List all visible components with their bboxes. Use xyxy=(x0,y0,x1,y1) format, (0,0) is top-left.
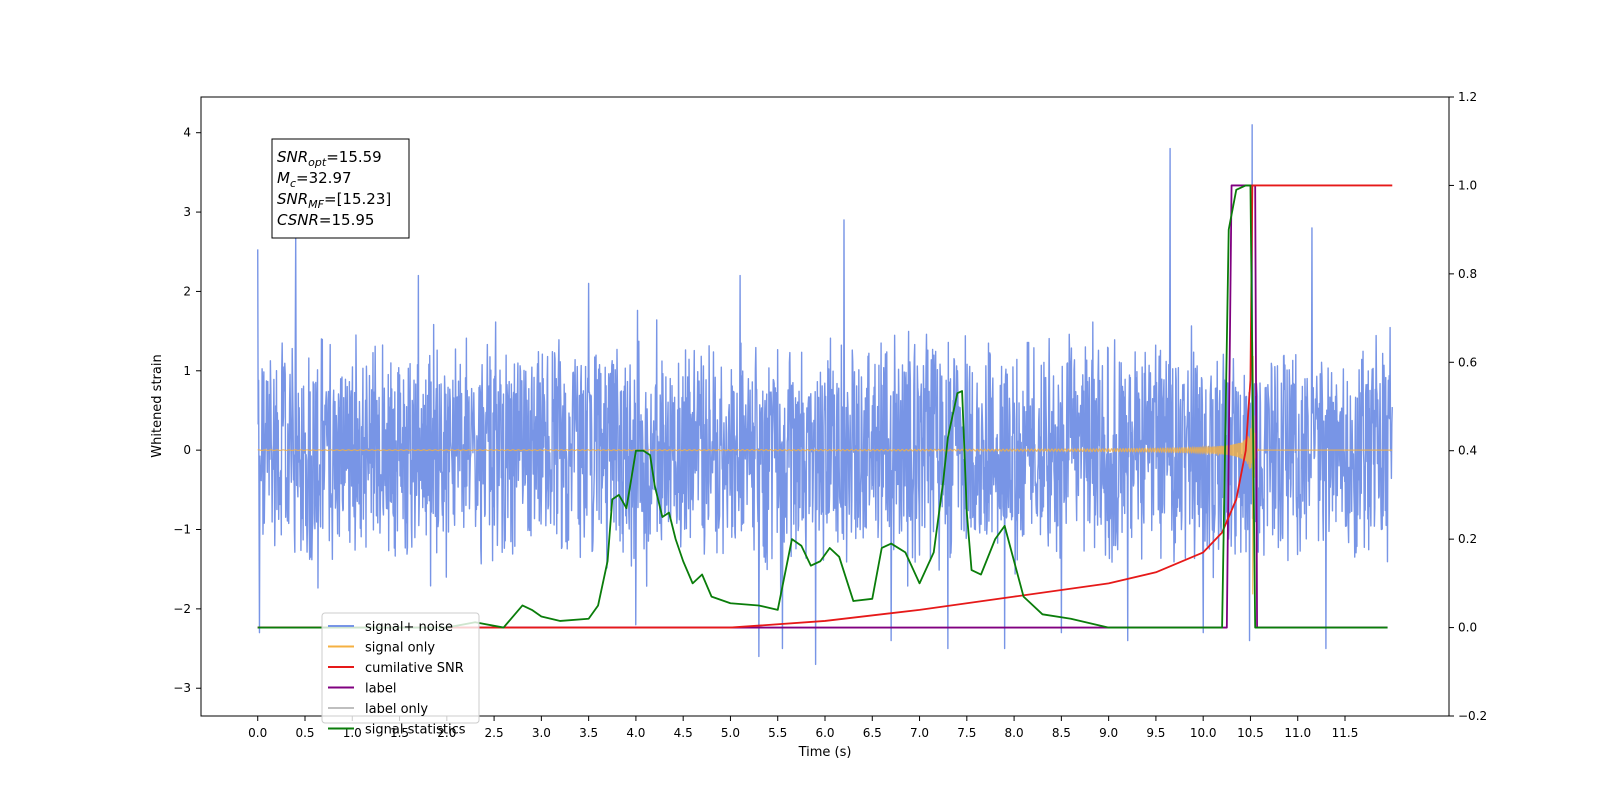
annotation-value: =15.59 xyxy=(326,148,382,166)
y-tick-label-left: 0 xyxy=(183,443,191,457)
annotation-symbol: CSNR xyxy=(277,211,319,229)
legend-frame xyxy=(321,612,480,724)
y-tick-label-right: 1.2 xyxy=(1458,90,1477,104)
series-signal-noise-line xyxy=(257,124,1393,666)
x-tick-label: 11.0 xyxy=(1284,726,1311,740)
legend: signal+ noise signal only cumilative SNR la… xyxy=(321,612,480,738)
x-tick-label: 10.0 xyxy=(1190,726,1217,740)
x-tick-label: 2.0 xyxy=(437,726,456,740)
y-tick-label-right: 0.6 xyxy=(1458,355,1477,369)
series-signal-statistics-line xyxy=(257,184,1388,629)
x-tick-label: 1.5 xyxy=(390,726,409,740)
x-tick-label: 7.0 xyxy=(910,726,929,740)
x-axis-label: Time (s) xyxy=(798,745,852,760)
series-cumulative-snr-line xyxy=(257,184,1393,629)
annotation-symbol: M xyxy=(277,169,290,187)
legend-label: label xyxy=(365,682,396,697)
annotation-value: =15.95 xyxy=(319,211,375,229)
annotation-line: CSNR=15.95 xyxy=(277,211,374,229)
x-tick-label: 9.5 xyxy=(1146,726,1165,740)
y-tick-label-right: 1.0 xyxy=(1458,178,1477,192)
y-tick-label-left: 4 xyxy=(183,126,191,140)
annotation-value: =32.97 xyxy=(296,169,352,187)
x-tick-label: 3.5 xyxy=(579,726,598,740)
x-tick-label: 3.0 xyxy=(532,726,551,740)
annotation-symbol: SNR xyxy=(277,148,308,166)
series-layer xyxy=(257,124,1393,666)
x-tick-label: 8.5 xyxy=(1052,726,1071,740)
x-tick-label: 11.5 xyxy=(1332,726,1359,740)
annotation-subscript: MF xyxy=(308,198,324,211)
x-tick-label: 2.5 xyxy=(485,726,504,740)
legend-label: signal+ noise xyxy=(365,620,453,635)
y-tick-label-right: 0.0 xyxy=(1458,621,1477,635)
legend-label: label only xyxy=(365,702,428,717)
y-tick-label-left: 2 xyxy=(183,284,191,298)
y-tick-label-right: −0.2 xyxy=(1458,709,1487,723)
annotation-frame xyxy=(271,138,410,239)
y-tick-label-left: −2 xyxy=(173,602,191,616)
legend-label: cumilative SNR xyxy=(365,661,464,676)
y-tick-label-right: 0.4 xyxy=(1458,444,1477,458)
x-tick-label: 0.0 xyxy=(248,726,267,740)
x-tick-label: 8.0 xyxy=(1005,726,1024,740)
x-tick-label: 6.5 xyxy=(863,726,882,740)
annotation-box: SNRopt=15.59Mc=32.97SNRMF=[15.23]CSNR=15… xyxy=(271,138,410,239)
series-signal-only-line xyxy=(257,342,1393,595)
x-tick-label: 10.5 xyxy=(1237,726,1264,740)
x-tick-label: 5.5 xyxy=(768,726,787,740)
y-tick-label-left: −1 xyxy=(173,523,191,537)
legend-label: signal only xyxy=(365,641,435,656)
legend-label: signal statistics xyxy=(365,723,466,738)
y-axis-label: Whitened strain xyxy=(150,354,165,457)
annotation-value: =[15.23] xyxy=(324,190,391,208)
y-tick-label-right: 0.8 xyxy=(1458,267,1477,281)
annotation-line: SNRMF=[15.23] xyxy=(277,190,391,211)
x-tick-label: 0.5 xyxy=(295,726,314,740)
annotation-symbol: SNR xyxy=(277,190,308,208)
axis-layer: 0.0 0.5 1.0 1.5 2.0 2.5 3.0 3.5 4.0 4.5 5.0 5.5 6.0 6… xyxy=(173,90,1487,740)
annotation-subscript: opt xyxy=(308,156,327,169)
x-tick-label: 9.0 xyxy=(1099,726,1118,740)
y-tick-label-left: 3 xyxy=(183,205,191,219)
x-tick-label: 7.5 xyxy=(957,726,976,740)
annotation-subscript: c xyxy=(290,177,296,190)
x-tick-label: 4.5 xyxy=(674,726,693,740)
annotation-line: SNRopt=15.59 xyxy=(277,148,382,169)
x-tick-label: 4.0 xyxy=(626,726,645,740)
x-tick-label: 6.0 xyxy=(815,726,834,740)
x-tick-label: 5.0 xyxy=(721,726,740,740)
y-tick-label-left: 1 xyxy=(183,364,191,378)
y-tick-label-left: −3 xyxy=(173,681,191,695)
annotation-line: Mc=32.97 xyxy=(277,169,352,190)
y-tick-label-right: 0.2 xyxy=(1458,532,1477,546)
